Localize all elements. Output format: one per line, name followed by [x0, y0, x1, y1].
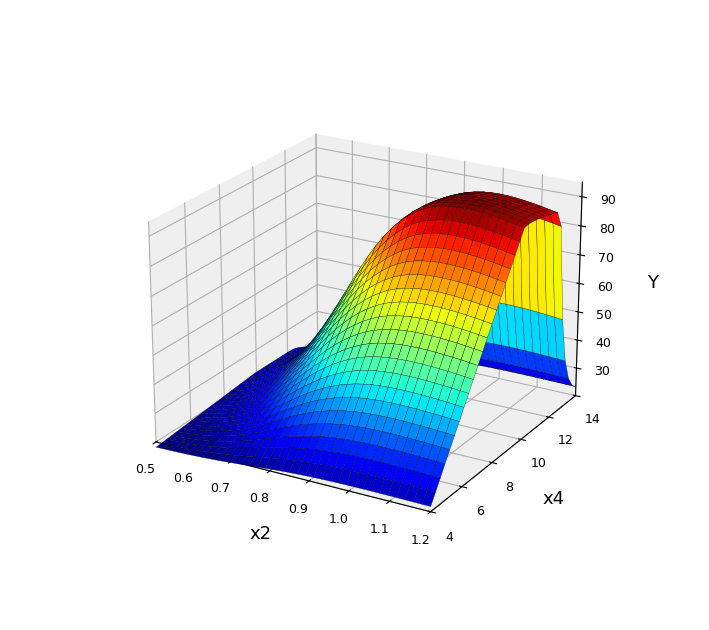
- Y-axis label: x4: x4: [543, 490, 565, 508]
- X-axis label: x2: x2: [250, 525, 272, 543]
